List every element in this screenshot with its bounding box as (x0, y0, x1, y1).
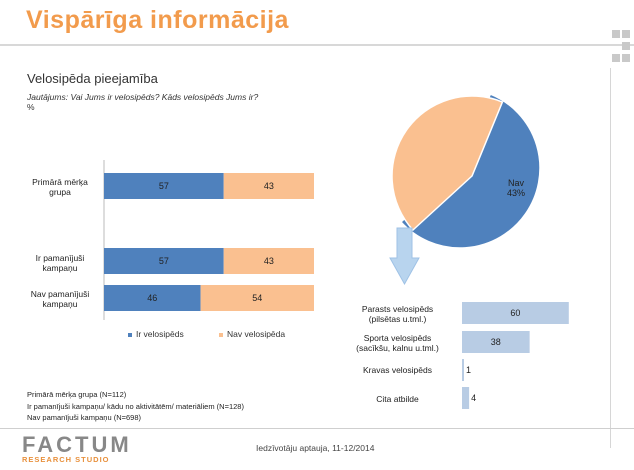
bar-value-label: 57 (159, 256, 169, 266)
bike-type-value-label: 4 (471, 393, 476, 403)
note-line: Ir pamanījuši kampaņu/ kādu no aktivitāt… (27, 401, 244, 411)
row-label-not-noticed: Nav pamanījuši kampaņu (30, 289, 90, 309)
bike-type-bar (462, 359, 464, 381)
page-title: Vispārīga informācija (26, 6, 289, 34)
footer-source: Iedzīvotāju aptauja, 11-12/2014 (256, 443, 375, 453)
bar-value-label: 57 (159, 181, 169, 191)
bike-type-value-label: 60 (510, 308, 520, 318)
factum-logo: FACTUM (22, 432, 132, 457)
bar-segment (104, 285, 201, 311)
legend-swatch (219, 332, 223, 337)
note-line: Nav pamanījuši kampaņu (N=698) (27, 413, 142, 422)
bike-type-label-sport: Sporta velosipēds (sacīkšu, kalnu u.tml.) (356, 333, 439, 353)
bike-type-bar (462, 302, 569, 324)
note-line: Primārā mērķa grupa (N=112) (27, 390, 127, 399)
sample-notes: Primārā mērķa grupa (N=112) Ir pamanījuš… (27, 389, 244, 424)
footer-divider (0, 428, 634, 429)
pie-slice (391, 95, 504, 232)
bar-value-label: 43 (264, 256, 274, 266)
legend-item-no-bike: Nav velosipēda (219, 329, 285, 339)
legend-swatch (128, 332, 132, 337)
bar-segment (223, 248, 314, 274)
bar-segment (200, 285, 314, 311)
down-arrow-icon (389, 227, 420, 286)
legend-item-has-bike: Ir velosipēds (128, 329, 184, 339)
row-label-noticed: Ir pamanījuši kampaņu (35, 253, 85, 273)
bike-type-label-other: Cita atbilde (376, 394, 419, 404)
percent-unit: % (27, 102, 35, 112)
bike-type-value-label: 1 (466, 365, 471, 375)
factum-logo-subtitle: RESEARCH STUDIO (22, 455, 110, 464)
bar-value-label: 43 (264, 181, 274, 191)
decorative-squares (610, 28, 634, 448)
bar-value-label: 54 (252, 293, 262, 303)
bike-type-label-cargo: Kravas velosipēds (363, 365, 432, 375)
bike-type-label-regular: Parasts velosipēds (pilsētas u.tml.) (361, 304, 434, 324)
pie-slice-value: 43% (507, 188, 525, 198)
header: Vispārīga informācija (0, 0, 634, 46)
chart-subtitle: Velosipēda pieejamība (27, 71, 158, 86)
bar-segment (223, 173, 314, 199)
bar-value-label: 46 (147, 293, 157, 303)
row-label-target-group: Primārā mērķa grupa (32, 177, 88, 197)
bike-type-bar (462, 387, 470, 409)
bar-segment (104, 173, 224, 199)
bike-type-bar (462, 331, 530, 353)
bar-segment (104, 248, 224, 274)
pie-slice-label: Nav (508, 178, 525, 188)
bike-type-value-label: 38 (491, 337, 501, 347)
survey-question: Jautājums: Vai Jums ir velosipēds? Kāds … (27, 92, 259, 102)
